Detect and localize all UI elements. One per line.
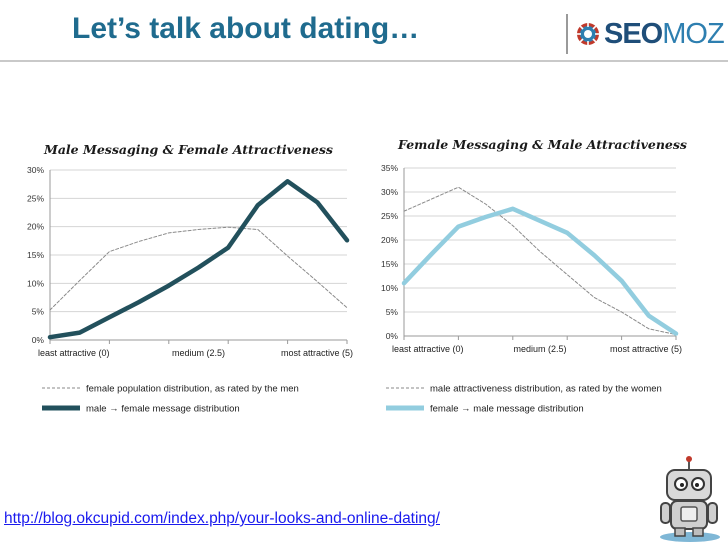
chart0-x-tick-label: most attractive (5) bbox=[281, 348, 353, 358]
chart1-title: Female Messaging & Male Attractiveness bbox=[397, 137, 687, 152]
chart1-legend-label-1: female → male message distribution bbox=[430, 404, 584, 415]
chart0-y-tick-label: 15% bbox=[27, 250, 44, 260]
chart0-y-tick-label: 25% bbox=[27, 193, 44, 203]
logo-wordmark: SEOMOZ bbox=[604, 18, 725, 51]
chart1-series-dotted-line bbox=[403, 186, 677, 336]
title-divider bbox=[0, 60, 728, 62]
chart0-x-tick-label: medium (2.5) bbox=[172, 348, 225, 358]
chart1-x-tick-label: least attractive (0) bbox=[392, 344, 464, 354]
chart0-y-tick-label: 20% bbox=[27, 222, 44, 232]
chart1-x-tick-label: most attractive (5) bbox=[610, 344, 682, 354]
logo-seo: SEO bbox=[604, 18, 663, 50]
gear-icon bbox=[577, 23, 599, 45]
chart1-y-tick-label: 0% bbox=[386, 331, 399, 341]
logo-moz: MOZ bbox=[662, 18, 724, 50]
chart1-y-tick-label: 35% bbox=[381, 163, 398, 173]
chart1-legend-label-0: male attractiveness distribution, as rat… bbox=[430, 384, 662, 395]
chart1-x-tick-label: medium (2.5) bbox=[513, 344, 566, 354]
chart0-legend-label-0: female population distribution, as rated… bbox=[86, 384, 299, 395]
chart1-y-tick-label: 30% bbox=[381, 187, 398, 197]
chart0-y-tick-label: 10% bbox=[27, 278, 44, 288]
chart0-y-tick-label: 5% bbox=[32, 307, 45, 317]
chart1-y-tick-label: 25% bbox=[381, 211, 398, 221]
chart1-y-tick-label: 5% bbox=[386, 307, 399, 317]
slide-title: Let’s talk about dating… bbox=[72, 12, 420, 45]
chart0-title: Male Messaging & Female Attractiveness bbox=[43, 142, 333, 157]
chart0-y-tick-label: 30% bbox=[27, 165, 44, 175]
chart-female-messaging: Female Messaging & Male Attractiveness 0%… bbox=[364, 126, 716, 426]
chart0-legend-label-1: male → female message distribution bbox=[86, 404, 240, 415]
chart1-y-tick-label: 10% bbox=[381, 283, 398, 293]
source-link[interactable]: http://blog.okcupid.com/index.php/your-l… bbox=[4, 510, 440, 527]
chart0-y-tick-label: 0% bbox=[32, 335, 45, 345]
chart1-y-tick-label: 15% bbox=[381, 259, 398, 269]
chart0-x-tick-label: least attractive (0) bbox=[38, 348, 110, 358]
chart1-series-solid-line bbox=[401, 206, 679, 336]
chart0-series-solid-line bbox=[47, 179, 350, 340]
chart-male-messaging: Male Messaging & Female Attractiveness 0%… bbox=[12, 126, 362, 426]
seomoz-logo: SEOMOZ bbox=[566, 14, 726, 54]
chart1-y-tick-label: 20% bbox=[381, 235, 398, 245]
robot-mascot-icon bbox=[660, 456, 720, 542]
logo-divider bbox=[566, 14, 568, 54]
